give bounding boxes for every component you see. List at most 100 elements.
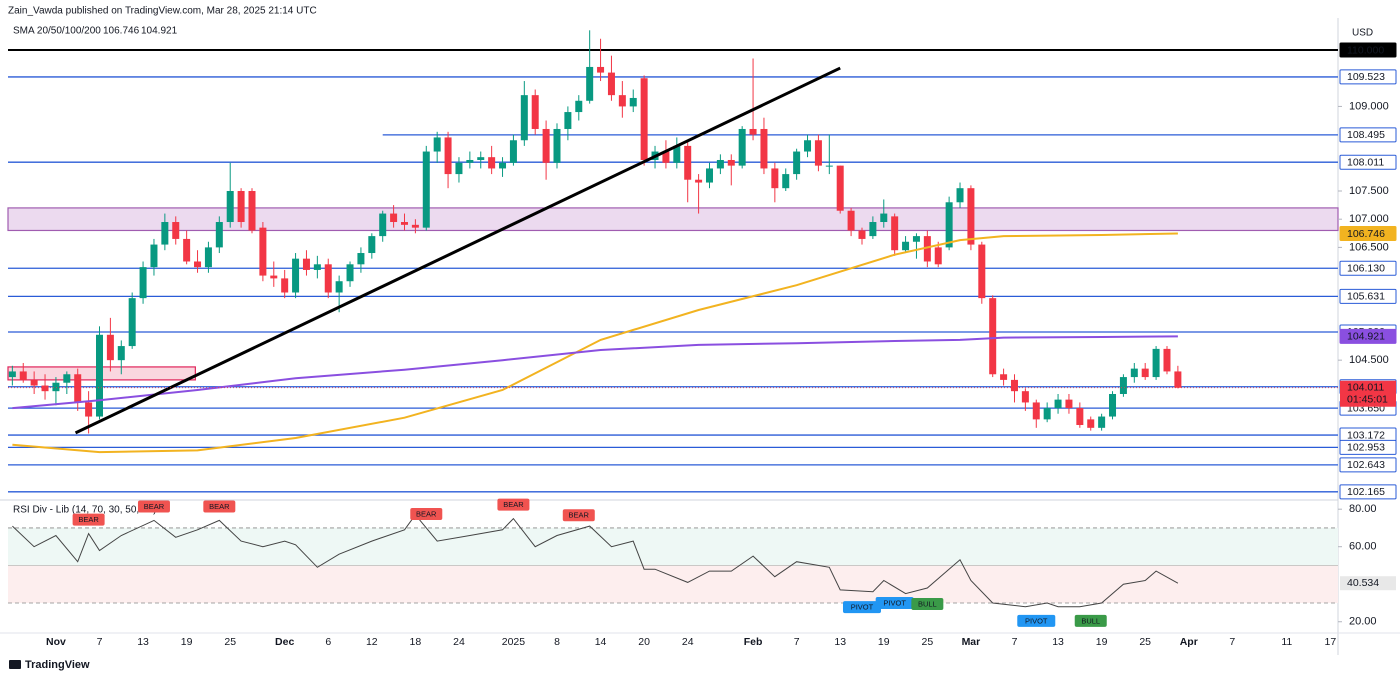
candle-body: [281, 278, 289, 293]
x-tick-label: 7: [1012, 636, 1018, 648]
signal-label: BEAR: [78, 515, 99, 524]
candle-body: [270, 275, 278, 279]
candle-body: [1163, 348, 1171, 372]
signal-bg: [203, 500, 236, 513]
candle-body: [902, 241, 910, 251]
rsi-band-lower: [8, 565, 1338, 603]
candle-body: [520, 95, 528, 141]
signal-label: BULL: [918, 599, 937, 608]
signal-label: PIVOT: [1025, 616, 1048, 625]
x-tick-label: 14: [595, 636, 607, 648]
y-tick-label: 106.500: [1349, 241, 1389, 253]
signal-bg: [875, 597, 914, 610]
candle-body: [357, 253, 365, 265]
candle-body: [237, 191, 245, 223]
countdown: 01:45:01: [1347, 394, 1388, 406]
rsi-line: [12, 513, 1179, 608]
candle-body: [912, 236, 920, 242]
candle-body: [488, 157, 496, 169]
candle-body: [1174, 371, 1182, 388]
candle-body: [705, 168, 713, 183]
level-badge: 102.643: [1347, 459, 1385, 471]
candle-body: [858, 230, 866, 239]
x-tick-label: 11: [1281, 636, 1292, 648]
candle-body: [183, 238, 191, 262]
candle-body: [346, 264, 354, 282]
candle-body: [684, 145, 692, 180]
candle-body: [978, 244, 986, 299]
candle-body: [499, 162, 507, 169]
candle-body: [956, 188, 964, 203]
x-tick-label: 7: [1229, 636, 1235, 648]
level-badge: 105.631: [1347, 291, 1385, 303]
candle-body: [117, 346, 125, 361]
candle-body: [95, 334, 103, 417]
signal-bg: [1074, 614, 1107, 627]
x-tick-label: 20: [638, 636, 650, 648]
candle-body: [204, 247, 212, 268]
rsi-value-bg: [1340, 576, 1396, 591]
candle-body: [19, 371, 27, 380]
candle-body: [313, 264, 321, 270]
candle-body: [444, 137, 452, 175]
candle-body: [85, 402, 93, 417]
y-tick-label: 107.000: [1349, 213, 1389, 225]
level-badge-bg: [1339, 154, 1397, 170]
level-badge: 108.495: [1347, 129, 1385, 141]
candle-body: [41, 385, 49, 392]
x-tick-label: 25: [224, 636, 236, 648]
signal-label: PIVOT: [851, 603, 874, 612]
candle-body: [607, 72, 615, 96]
rsi-y-tick-label: 80.00: [1349, 503, 1377, 515]
level-badge-bg: [1339, 42, 1397, 58]
candle-body: [194, 261, 202, 268]
level-badge-bg: [1339, 69, 1397, 85]
x-tick-label: 24: [453, 636, 465, 648]
rsi-band-upper: [8, 527, 1338, 566]
x-tick-label: 17: [1325, 636, 1337, 648]
signal-bg: [410, 507, 443, 520]
candle-body: [1076, 408, 1084, 426]
x-tick-label: Apr: [1180, 636, 1198, 648]
candle-body: [1130, 368, 1138, 378]
level-badge: 102.165: [1347, 486, 1385, 498]
candle-body: [172, 222, 180, 239]
candle-body: [553, 128, 561, 163]
candle-body: [967, 188, 975, 245]
x-tick-label: 8: [554, 636, 560, 648]
level-badge-bg: [1339, 127, 1397, 143]
candle-body: [1010, 379, 1018, 392]
x-tick-label: 6: [325, 636, 331, 648]
candle-body: [379, 213, 387, 237]
candle-body: [1152, 348, 1160, 378]
candle-body: [825, 165, 833, 167]
publisher: Zain_Vawda published on TradingView.com,…: [8, 6, 317, 17]
level-badge-bg: [1339, 260, 1397, 276]
level-badge: 108.011: [1347, 156, 1384, 168]
level-badge: 102.953: [1347, 442, 1385, 454]
candle-body: [433, 137, 441, 152]
sma-badge-bg: [1339, 226, 1397, 242]
candle-body: [531, 95, 539, 129]
signal-label: PIVOT: [883, 599, 906, 608]
signal-bg: [1017, 614, 1056, 627]
candle-body: [923, 236, 931, 262]
level-badge-bg: [1339, 484, 1397, 500]
candle-body: [302, 258, 310, 270]
sma-line: [12, 232, 1178, 454]
last-price-bg: [1340, 380, 1396, 407]
candle-body: [934, 247, 942, 265]
candle-body: [1054, 399, 1062, 409]
signal-bg: [137, 500, 170, 513]
signal-bg: [911, 597, 944, 610]
candle-body: [793, 151, 801, 175]
level-badge-bg: [1339, 288, 1397, 304]
candle-body: [8, 371, 16, 378]
x-tick-label: 18: [410, 636, 422, 648]
candle-body: [455, 162, 463, 175]
candle-body: [989, 298, 997, 375]
x-tick-label: 7: [794, 636, 800, 648]
sma-badge: 106.746: [1347, 228, 1385, 240]
rsi-y-tick-label: 20.00: [1349, 616, 1377, 628]
